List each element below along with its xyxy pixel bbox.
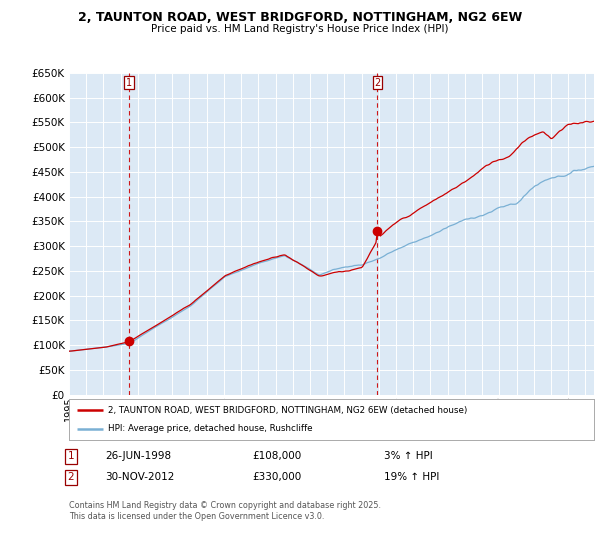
Text: 2: 2 (67, 472, 74, 482)
Text: 1: 1 (67, 451, 74, 461)
Text: 2, TAUNTON ROAD, WEST BRIDGFORD, NOTTINGHAM, NG2 6EW (detached house): 2, TAUNTON ROAD, WEST BRIDGFORD, NOTTING… (109, 405, 468, 414)
Text: £108,000: £108,000 (252, 451, 301, 461)
Text: £330,000: £330,000 (252, 472, 301, 482)
Text: 30-NOV-2012: 30-NOV-2012 (105, 472, 175, 482)
Text: Price paid vs. HM Land Registry's House Price Index (HPI): Price paid vs. HM Land Registry's House … (151, 24, 449, 34)
Text: 1: 1 (126, 78, 133, 87)
Text: Contains HM Land Registry data © Crown copyright and database right 2025.
This d: Contains HM Land Registry data © Crown c… (69, 501, 381, 521)
Text: 19% ↑ HPI: 19% ↑ HPI (384, 472, 439, 482)
Text: 2, TAUNTON ROAD, WEST BRIDGFORD, NOTTINGHAM, NG2 6EW: 2, TAUNTON ROAD, WEST BRIDGFORD, NOTTING… (78, 11, 522, 24)
Text: HPI: Average price, detached house, Rushcliffe: HPI: Average price, detached house, Rush… (109, 424, 313, 433)
Text: 2: 2 (374, 78, 380, 87)
Text: 26-JUN-1998: 26-JUN-1998 (105, 451, 171, 461)
Text: 3% ↑ HPI: 3% ↑ HPI (384, 451, 433, 461)
